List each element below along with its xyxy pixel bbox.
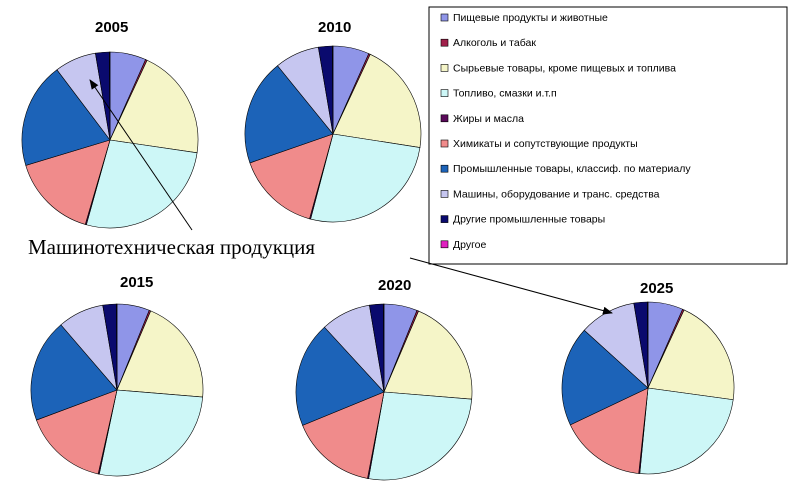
pie-2025-slice-3 xyxy=(647,309,735,401)
pie-2020-title: 2020 xyxy=(378,277,411,294)
callout-label: Машинотехническая продукция xyxy=(28,235,315,259)
pie-2025-title: 2025 xyxy=(640,280,673,297)
pie-2025: 2025 xyxy=(561,280,735,475)
legend-label-7: Промышленные товары, классиф. по материа… xyxy=(453,163,691,175)
pie-2015-slice-6 xyxy=(36,389,118,475)
legend-swatch-1 xyxy=(440,13,449,22)
pie-2005: 2005 xyxy=(21,19,199,229)
legend-frame xyxy=(428,6,788,265)
callout-arrow-2005 xyxy=(89,79,193,231)
pie-2010-slice-10 xyxy=(332,45,334,135)
pie-2005-title: 2005 xyxy=(95,19,128,36)
pie-2005-slice-10 xyxy=(109,51,111,141)
pies-layer: 2005 2010 2015 2020 2025 xyxy=(21,19,735,481)
pie-2015-slice-10 xyxy=(116,303,118,391)
pie-2020-slice-3 xyxy=(383,310,473,400)
pie-2010-slice-7 xyxy=(244,65,334,164)
legend-swatch-6 xyxy=(440,139,449,148)
legend-label-3: Сырьевые товары, кроме пищевых и топлива xyxy=(453,62,676,74)
callout-annotation: Машинотехническая продукция xyxy=(28,79,613,315)
pie-2020: 2020 xyxy=(295,277,473,481)
legend-label-9: Другие промышленные товары xyxy=(453,214,605,226)
legend-swatch-3 xyxy=(440,64,449,72)
pie-2015-title: 2015 xyxy=(120,274,153,291)
pie-2010-slice-3 xyxy=(332,53,422,148)
legend-swatch-5 xyxy=(440,114,449,123)
pie-2005-slice-4 xyxy=(85,139,198,229)
legend-label-8: Машины, оборудование и транс. средства xyxy=(453,188,660,200)
legend-label-10: Другое xyxy=(453,239,487,251)
pie-2015: 2015 xyxy=(30,274,204,477)
pie-2025-slice-4 xyxy=(639,387,734,475)
legend-label-2: Алкоголь и табак xyxy=(453,37,536,49)
pie-2015-slice-7 xyxy=(30,324,118,421)
pie-2010: 2010 xyxy=(244,19,422,223)
legend-swatch-4 xyxy=(440,89,449,97)
pie-2025-slice-7 xyxy=(561,329,649,426)
pie-2020-slice-4 xyxy=(368,391,473,481)
legend-swatch-2 xyxy=(440,38,449,47)
legend-swatch-8 xyxy=(440,190,449,198)
legend-label-6: Химикаты и сопутствующие продукты xyxy=(453,138,638,150)
legend-label-5: Жиры и масла xyxy=(453,113,524,125)
legend-swatch-10 xyxy=(440,240,449,249)
pie-2005-slice-7 xyxy=(21,69,111,166)
pie-2025-slice-6 xyxy=(569,387,649,474)
legend-swatch-9 xyxy=(440,215,449,223)
pie-2020-slice-6 xyxy=(302,391,385,479)
legend: Пищевые продукты и животные Алкоголь и та… xyxy=(428,6,788,265)
pie-2015-slice-3 xyxy=(116,310,204,398)
pie-2005-slice-3 xyxy=(109,59,199,154)
pie-2010-slice-4 xyxy=(310,133,421,223)
callout-arrow-2025 xyxy=(409,257,613,315)
pie-2010-slice-6 xyxy=(249,133,334,220)
pie-2020-slice-7 xyxy=(295,326,385,426)
legend-label-4: Топливо, смазки и.т.п xyxy=(453,88,557,100)
pie-2010-title: 2010 xyxy=(318,19,351,36)
pie-2025-slice-10 xyxy=(647,301,649,389)
pie-2020-slice-10 xyxy=(383,303,385,393)
legend-label-1: Пищевые продукты и животные xyxy=(453,12,608,24)
pie-2015-slice-4 xyxy=(98,389,204,477)
pie-2005-slice-6 xyxy=(25,139,111,225)
legend-swatch-7 xyxy=(440,164,449,173)
